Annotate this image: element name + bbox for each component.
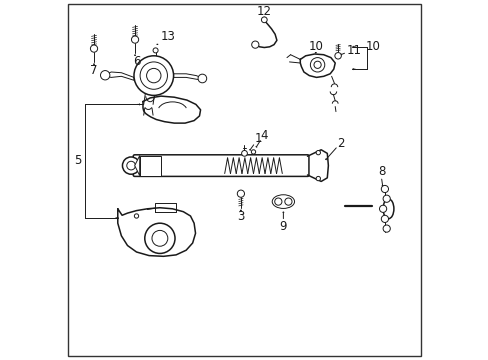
Circle shape [153,48,158,53]
Circle shape [316,176,320,181]
Circle shape [313,61,321,68]
Text: 6: 6 [133,55,141,68]
Circle shape [251,150,255,154]
Circle shape [198,74,206,83]
Circle shape [237,190,244,197]
Text: 10: 10 [365,40,380,53]
Circle shape [316,150,320,155]
Circle shape [284,198,291,205]
Circle shape [90,45,98,52]
Text: 4: 4 [260,129,267,142]
Circle shape [274,198,282,205]
Circle shape [261,17,266,23]
Circle shape [152,230,167,246]
Circle shape [131,36,139,43]
Ellipse shape [382,199,393,219]
Text: 9: 9 [279,220,286,233]
Circle shape [144,223,175,253]
Text: 5: 5 [74,154,81,167]
Bar [140,156,161,176]
Text: 1: 1 [254,132,262,145]
Circle shape [122,157,140,174]
Text: 3: 3 [237,210,244,222]
Circle shape [381,185,387,193]
Circle shape [382,195,389,202]
Circle shape [251,41,258,48]
Circle shape [146,68,161,83]
Circle shape [379,205,386,212]
Text: 8: 8 [378,165,385,177]
Text: 7: 7 [90,64,98,77]
Circle shape [334,53,341,59]
Circle shape [126,161,135,170]
Ellipse shape [272,195,294,208]
Circle shape [381,215,387,222]
Circle shape [310,58,324,72]
Circle shape [101,71,110,80]
Text: 12: 12 [256,5,271,18]
Text: 13: 13 [161,30,175,42]
FancyBboxPatch shape [133,155,308,176]
Circle shape [134,56,173,95]
Circle shape [382,225,389,232]
Polygon shape [134,156,140,176]
Circle shape [134,214,139,218]
Text: 10: 10 [308,40,323,53]
Circle shape [241,150,247,156]
Circle shape [140,62,167,89]
Text: 2: 2 [336,137,344,150]
Text: 11: 11 [346,44,361,57]
